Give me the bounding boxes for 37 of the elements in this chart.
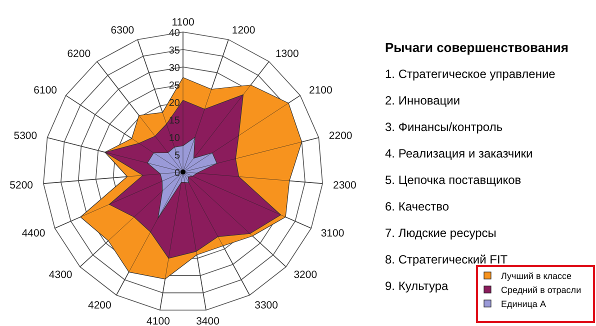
spoke-label: 1300 <box>275 48 299 60</box>
text: 8. Стратегический FIT <box>385 252 508 266</box>
text: 6. Качество <box>385 200 450 214</box>
spoke-label: 6200 <box>67 48 91 60</box>
spoke-label: 2300 <box>332 179 357 192</box>
y-tick-label: 15 <box>168 116 180 126</box>
spoke-label: 1100 <box>172 16 194 28</box>
spoke-label: 4100 <box>146 315 170 326</box>
text: 1. Стратегическое управление <box>385 67 556 81</box>
text: 4. Реализация и заказчики <box>385 146 533 160</box>
y-tick-label: 10 <box>168 133 180 144</box>
legend-label: Средний в отрасли <box>501 285 582 295</box>
spoke-label: 3300 <box>254 299 278 312</box>
text: 2. Инновации <box>385 94 460 108</box>
legend-label: Лучший в классе <box>501 271 572 281</box>
spoke-label: 4300 <box>48 268 72 281</box>
y-tick-label: 0 <box>174 168 180 179</box>
spoke-label: 3100 <box>320 227 344 240</box>
legend-label: Единица А <box>501 299 546 309</box>
text: Рычаги совершенствования <box>385 40 568 55</box>
text: 7. Людские ресурсы <box>385 226 496 240</box>
spoke-label: 2200 <box>328 130 352 142</box>
y-tick-label: 20 <box>168 98 180 109</box>
y-tick-label: 5 <box>174 150 180 162</box>
spoke-label: 3200 <box>294 268 318 281</box>
spoke-label: 4400 <box>22 227 46 240</box>
spoke-label: 4200 <box>88 299 112 312</box>
spoke-label: 2100 <box>308 84 333 97</box>
text: 3. Финансы/контроль <box>385 120 503 134</box>
text: 5. Цепочка поставщиков <box>385 173 522 187</box>
spoke-label: 5300 <box>14 130 38 142</box>
spoke-label: 6300 <box>110 24 134 37</box>
text: 9. Культура <box>385 279 449 293</box>
spoke-label: 3400 <box>196 315 220 326</box>
spoke-label: 6100 <box>34 84 58 97</box>
spoke-label: 1200 <box>232 24 256 37</box>
spoke-label: 5200 <box>10 179 34 192</box>
